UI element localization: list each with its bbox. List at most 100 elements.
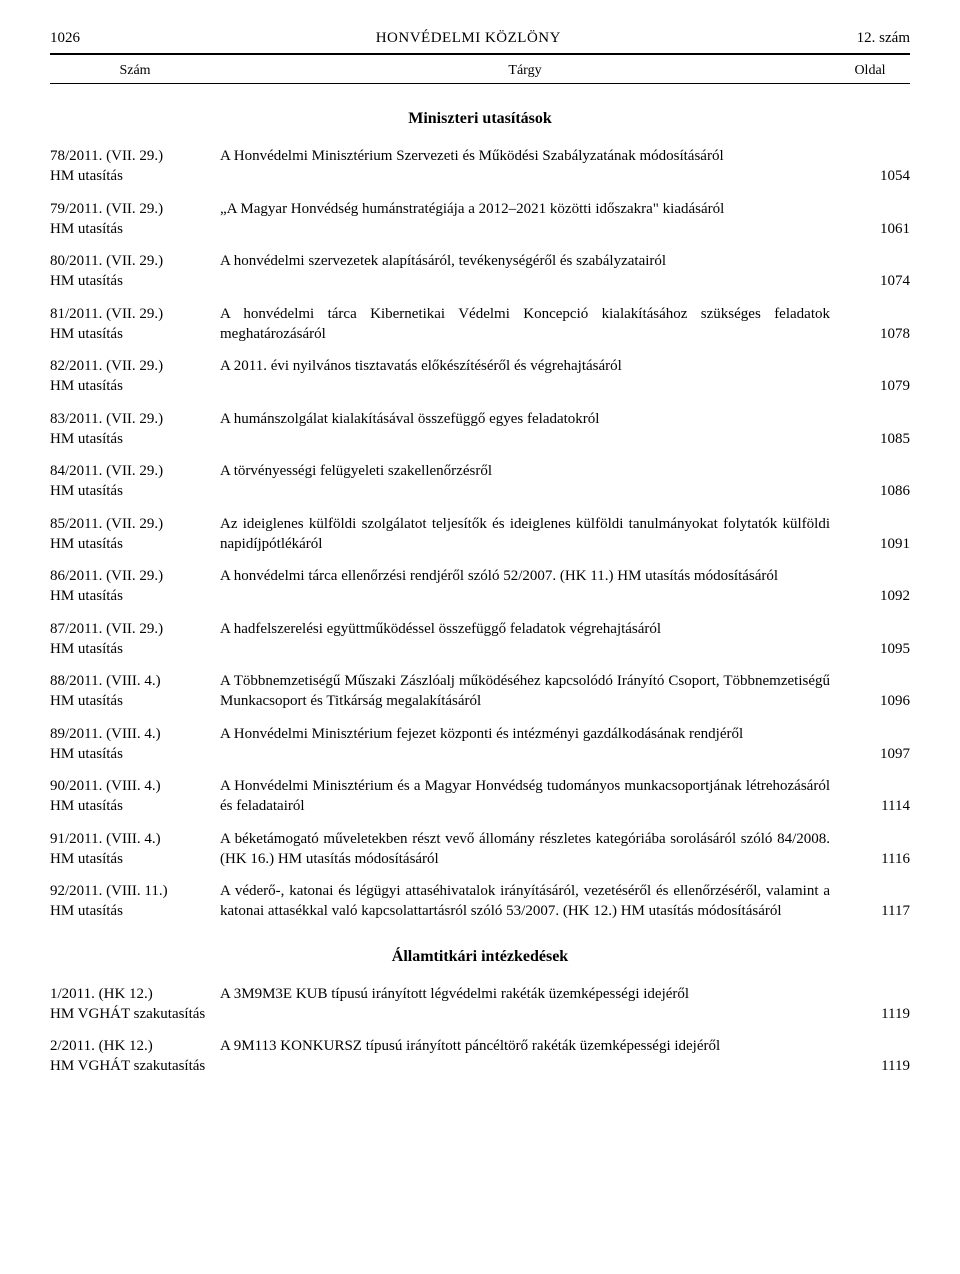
- toc-entry: 86/2011. (VII. 29.)HM utasításA honvédel…: [50, 566, 910, 607]
- toc-entry: 88/2011. (VIII. 4.)HM utasításA Többnemz…: [50, 671, 910, 712]
- entry-number: 87/2011. (VII. 29.)HM utasítás: [50, 619, 220, 660]
- entry-number: 1/2011. (HK 12.)HM VGHÁT szakutasítás: [50, 984, 220, 1025]
- entry-page: 1119: [850, 1056, 910, 1076]
- entry-page: 1079: [850, 376, 910, 396]
- entry-number-sub: HM utasítás: [50, 796, 208, 816]
- entry-description: A hadfelszerelési együttműködéssel össze…: [220, 619, 850, 639]
- entry-page: 1095: [850, 639, 910, 659]
- entry-number-sub: HM utasítás: [50, 901, 208, 921]
- toc-entry: 83/2011. (VII. 29.)HM utasításA humánszo…: [50, 409, 910, 450]
- entry-description: A Honvédelmi Minisztérium és a Magyar Ho…: [220, 776, 850, 817]
- entry-number-sub: HM utasítás: [50, 324, 208, 344]
- toc-entry: 87/2011. (VII. 29.)HM utasításA hadfelsz…: [50, 619, 910, 660]
- entries-allamtitkari: 1/2011. (HK 12.)HM VGHÁT szakutasításA 3…: [50, 984, 910, 1077]
- entry-number-main: 78/2011. (VII. 29.): [50, 146, 208, 166]
- entry-number: 82/2011. (VII. 29.)HM utasítás: [50, 356, 220, 397]
- toc-entry: 82/2011. (VII. 29.)HM utasításA 2011. év…: [50, 356, 910, 397]
- entry-number-sub: HM utasítás: [50, 481, 208, 501]
- entry-number-main: 79/2011. (VII. 29.): [50, 199, 208, 219]
- col-header-oldal: Oldal: [830, 63, 910, 79]
- entry-page: 1116: [850, 849, 910, 869]
- entry-number-main: 2/2011. (HK 12.): [50, 1036, 208, 1056]
- entry-number-sub: HM utasítás: [50, 166, 208, 186]
- entry-number: 86/2011. (VII. 29.)HM utasítás: [50, 566, 220, 607]
- entry-number: 83/2011. (VII. 29.)HM utasítás: [50, 409, 220, 450]
- entry-number-sub: HM VGHÁT szakutasítás: [50, 1056, 208, 1076]
- entry-number: 90/2011. (VIII. 4.)HM utasítás: [50, 776, 220, 817]
- entry-number-sub: HM utasítás: [50, 429, 208, 449]
- entry-number: 79/2011. (VII. 29.)HM utasítás: [50, 199, 220, 240]
- entry-number: 88/2011. (VIII. 4.)HM utasítás: [50, 671, 220, 712]
- section-title-allamtitkari: Államtitkári intézkedések: [50, 948, 910, 966]
- entry-description: A honvédelmi szervezetek alapításáról, t…: [220, 251, 850, 271]
- entry-description: A Többnemzetiségű Műszaki Zászlóalj műkö…: [220, 671, 850, 712]
- entry-number-main: 88/2011. (VIII. 4.): [50, 671, 208, 691]
- entry-description: Az ideiglenes külföldi szolgálatot telje…: [220, 514, 850, 555]
- entry-page: 1117: [850, 901, 910, 921]
- entry-page: 1074: [850, 271, 910, 291]
- entry-description: A 2011. évi nyilvános tisztavatás előkés…: [220, 356, 850, 376]
- entry-number-sub: HM utasítás: [50, 849, 208, 869]
- entry-page: 1097: [850, 744, 910, 764]
- page-number-left: 1026: [50, 30, 80, 47]
- toc-entry: 91/2011. (VIII. 4.)HM utasításA béketámo…: [50, 829, 910, 870]
- entry-number-main: 80/2011. (VII. 29.): [50, 251, 208, 271]
- entry-number-sub: HM utasítás: [50, 271, 208, 291]
- entry-page: 1085: [850, 429, 910, 449]
- entry-number-main: 83/2011. (VII. 29.): [50, 409, 208, 429]
- toc-entry: 2/2011. (HK 12.)HM VGHÁT szakutasításA 9…: [50, 1036, 910, 1077]
- entry-number: 84/2011. (VII. 29.)HM utasítás: [50, 461, 220, 502]
- entry-number-sub: HM utasítás: [50, 744, 208, 764]
- entry-number-sub: HM utasítás: [50, 376, 208, 396]
- entry-page: 1091: [850, 534, 910, 554]
- entry-page: 1078: [850, 324, 910, 344]
- entry-description: A 9M113 KONKURSZ típusú irányított páncé…: [220, 1036, 850, 1056]
- entries-miniszteri: 78/2011. (VII. 29.)HM utasításA Honvédel…: [50, 146, 910, 922]
- entry-description: A véderő-, katonai és légügyi attaséhiva…: [220, 881, 850, 922]
- toc-entry: 84/2011. (VII. 29.)HM utasításA törvénye…: [50, 461, 910, 502]
- entry-number-main: 87/2011. (VII. 29.): [50, 619, 208, 639]
- column-headers: Szám Tárgy Oldal: [50, 59, 910, 83]
- entry-number-main: 84/2011. (VII. 29.): [50, 461, 208, 481]
- running-header: 1026 HONVÉDELMI KÖZLÖNY 12. szám: [50, 30, 910, 47]
- col-header-szam: Szám: [50, 63, 220, 79]
- entry-number-sub: HM utasítás: [50, 691, 208, 711]
- entry-number-main: 85/2011. (VII. 29.): [50, 514, 208, 534]
- entry-number-main: 81/2011. (VII. 29.): [50, 304, 208, 324]
- entry-number: 85/2011. (VII. 29.)HM utasítás: [50, 514, 220, 555]
- entry-description: A béketámogató műveletekben részt vevő á…: [220, 829, 850, 870]
- entry-description: A 3M9M3E KUB típusú irányított légvédelm…: [220, 984, 850, 1004]
- entry-number: 80/2011. (VII. 29.)HM utasítás: [50, 251, 220, 292]
- entry-page: 1092: [850, 586, 910, 606]
- entry-number-main: 1/2011. (HK 12.): [50, 984, 208, 1004]
- toc-entry: 78/2011. (VII. 29.)HM utasítás A Honvédel…: [50, 146, 910, 187]
- entry-number-main: 90/2011. (VIII. 4.): [50, 776, 208, 796]
- entry-number: 92/2011. (VIII. 11.)HM utasítás: [50, 881, 220, 922]
- entry-description: A törvényességi felügyeleti szakellenőrz…: [220, 461, 850, 481]
- section-title-miniszteri: Miniszteri utasítások: [50, 110, 910, 128]
- entry-number-main: 92/2011. (VIII. 11.): [50, 881, 208, 901]
- entry-number: 91/2011. (VIII. 4.)HM utasítás: [50, 829, 220, 870]
- entry-number-sub: HM utasítás: [50, 586, 208, 606]
- entry-description: A humánszolgálat kialakításával összefüg…: [220, 409, 850, 429]
- issue-number: 12. szám: [857, 30, 910, 47]
- entry-number-sub: HM utasítás: [50, 219, 208, 239]
- entry-number-main: 82/2011. (VII. 29.): [50, 356, 208, 376]
- entry-page: 1054: [850, 166, 910, 186]
- entry-description: „A Magyar Honvédség humánstratégiája a 2…: [220, 199, 850, 219]
- entry-page: 1096: [850, 691, 910, 711]
- rule-top-thick: [50, 53, 910, 55]
- entry-page: 1119: [850, 1004, 910, 1024]
- entry-description: A Honvédelmi Minisztérium Szervezeti és …: [220, 146, 850, 166]
- entry-number-sub: HM VGHÁT szakutasítás: [50, 1004, 208, 1024]
- toc-entry: 79/2011. (VII. 29.)HM utasítás„A Magyar …: [50, 199, 910, 240]
- entry-number: 2/2011. (HK 12.)HM VGHÁT szakutasítás: [50, 1036, 220, 1077]
- entry-number: 81/2011. (VII. 29.)HM utasítás: [50, 304, 220, 345]
- journal-title: HONVÉDELMI KÖZLÖNY: [80, 30, 857, 47]
- entry-description: A honvédelmi tárca ellenőrzési rendjéről…: [220, 566, 850, 586]
- toc-entry: 90/2011. (VIII. 4.)HM utasításA Honvédel…: [50, 776, 910, 817]
- entry-number-main: 91/2011. (VIII. 4.): [50, 829, 208, 849]
- entry-page: 1086: [850, 481, 910, 501]
- toc-entry: 85/2011. (VII. 29.)HM utasításAz ideigle…: [50, 514, 910, 555]
- entry-description: A Honvédelmi Minisztérium fejezet közpon…: [220, 724, 850, 744]
